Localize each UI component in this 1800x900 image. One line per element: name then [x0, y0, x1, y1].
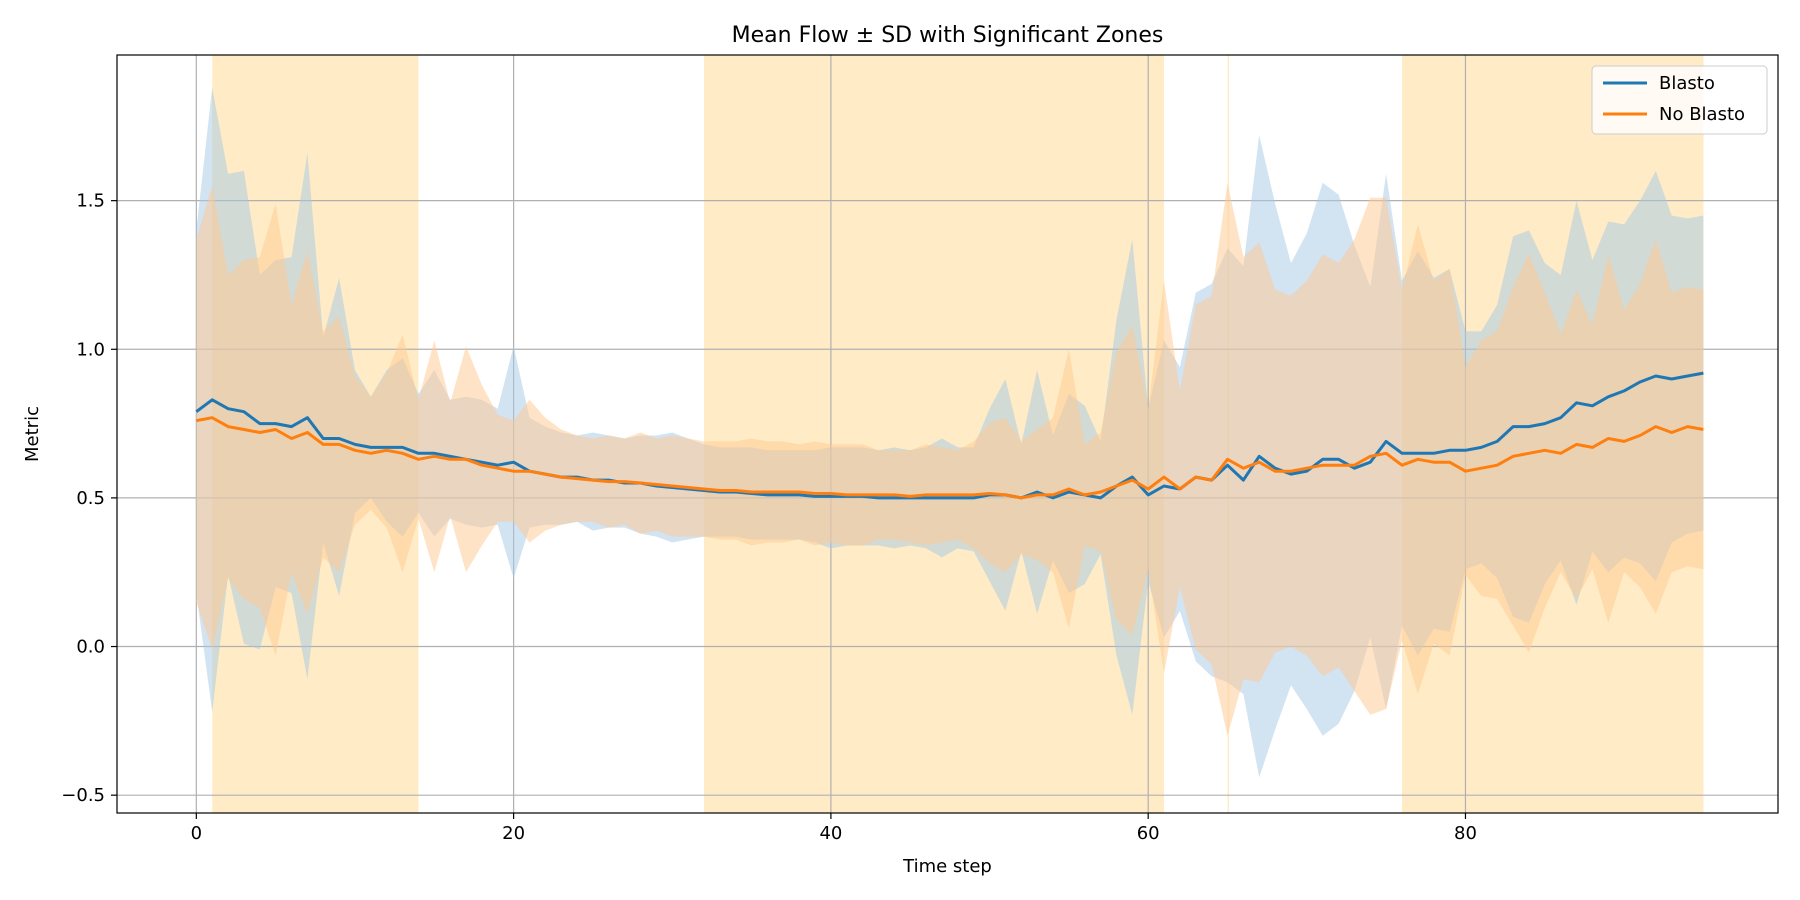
mean-lines — [195, 371, 1704, 500]
legend-label-blasto: Blasto — [1659, 73, 1715, 94]
x-tick-label: 0 — [191, 823, 202, 844]
x-tick-label: 60 — [1137, 823, 1160, 844]
y-tick-label: 1.0 — [76, 339, 105, 360]
y-axis: −0.5 0.0 0.5 1.0 1.5 — [61, 191, 117, 806]
legend-label-no-blasto: No Blasto — [1659, 104, 1745, 125]
plot-frame — [116, 54, 1779, 814]
y-tick-label: 0.0 — [76, 637, 105, 658]
y-tick-label: 0.5 — [76, 488, 105, 509]
y-axis-title: Metric — [22, 406, 43, 462]
sd-band-no-blasto — [196, 182, 1704, 736]
x-axis: 0 20 40 60 80 — [191, 813, 1477, 844]
x-axis-title: Time step — [902, 856, 992, 877]
x-tick-label: 80 — [1454, 823, 1477, 844]
x-tick-label: 20 — [502, 823, 525, 844]
y-tick-label: −0.5 — [61, 785, 105, 806]
mean-line-blasto — [195, 371, 1704, 500]
sd-bands — [196, 87, 1704, 778]
x-tick-label: 40 — [819, 823, 842, 844]
legend: Blasto No Blasto — [1591, 65, 1768, 135]
y-tick-label: 1.5 — [76, 191, 105, 212]
chart-title: Mean Flow ± SD with Significant Zones — [732, 23, 1164, 48]
mean-line-no-blasto — [196, 416, 1704, 500]
